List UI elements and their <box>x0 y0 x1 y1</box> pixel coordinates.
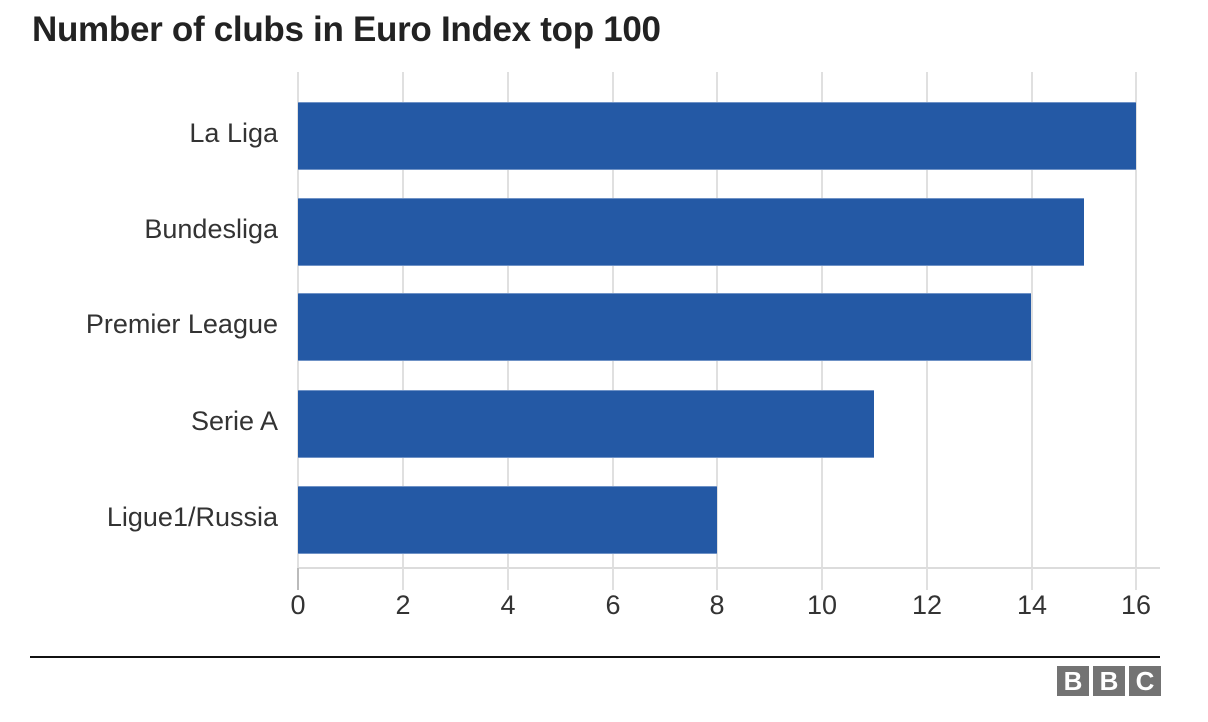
x-tick <box>507 568 509 590</box>
bar-la-liga <box>298 102 1136 170</box>
x-tick-label: 2 <box>395 590 411 620</box>
category-label: La Liga <box>189 118 278 148</box>
x-axis-line <box>298 567 1160 569</box>
logo-letter: B <box>1093 666 1125 696</box>
bar-ligue1-russia <box>298 486 717 554</box>
x-tick-label: 10 <box>806 590 838 620</box>
logo-letter: C <box>1129 666 1161 696</box>
footer-rule <box>30 656 1160 658</box>
x-tick <box>297 568 299 590</box>
x-tick <box>1135 568 1137 590</box>
bar-premier-league <box>298 293 1031 361</box>
x-tick <box>402 568 404 590</box>
x-tick-label: 0 <box>290 590 306 620</box>
bbc-logo: B B C <box>1057 666 1161 696</box>
gridline <box>1031 72 1033 568</box>
category-label: Bundesliga <box>144 214 278 244</box>
bar-bundesliga <box>298 198 1084 266</box>
x-tick-label: 8 <box>709 590 725 620</box>
logo-letter: B <box>1057 666 1089 696</box>
category-label: Serie A <box>190 406 278 436</box>
category-label: Premier League <box>85 309 278 339</box>
x-tick-label: 14 <box>1016 590 1048 620</box>
x-tick <box>716 568 718 590</box>
x-tick <box>1031 568 1033 590</box>
chart-title: Number of clubs in Euro Index top 100 <box>32 10 661 49</box>
x-tick <box>821 568 823 590</box>
category-label: Ligue1/Russia <box>106 502 278 532</box>
x-tick-label: 6 <box>605 590 621 620</box>
gridline <box>1135 72 1137 568</box>
x-tick-label: 16 <box>1120 590 1152 620</box>
x-tick <box>926 568 928 590</box>
bar-serie-a <box>298 390 874 458</box>
x-tick-label: 4 <box>500 590 516 620</box>
x-tick <box>612 568 614 590</box>
x-tick-label: 12 <box>911 590 943 620</box>
